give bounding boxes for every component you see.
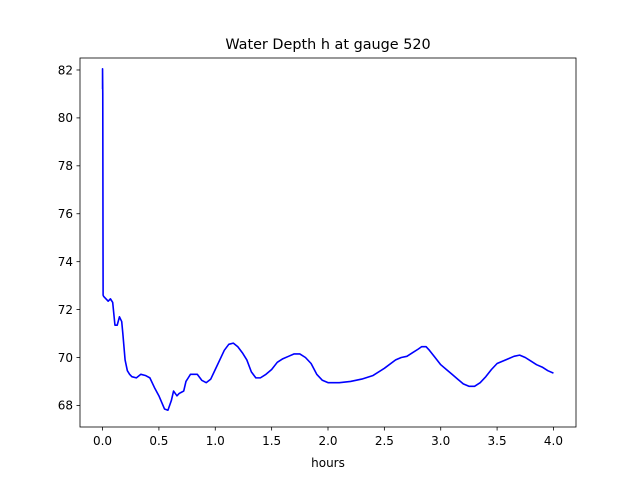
y-tick-label: 76 [58, 207, 73, 221]
series-line-0 [101, 67, 554, 412]
x-tick-label: 2.5 [375, 434, 394, 448]
plot-area [101, 67, 554, 412]
y-tick-label: 78 [58, 159, 73, 173]
y-tick-label: 82 [58, 63, 73, 77]
x-tick-label: 3.5 [488, 434, 507, 448]
x-tick-label: 3.0 [431, 434, 450, 448]
axes-frame [79, 57, 577, 428]
y-tick-label: 80 [58, 111, 73, 125]
x-tick-label: 0.0 [93, 434, 112, 448]
x-tick-label: 1.5 [262, 434, 281, 448]
y-axis-ticks: 68 70 72 74 76 78 80 82 [58, 63, 80, 413]
x-tick-label: 0.5 [149, 434, 168, 448]
y-tick-label: 72 [58, 303, 73, 317]
y-tick-label: 74 [58, 255, 73, 269]
x-axis-label: hours [311, 456, 345, 470]
y-tick-label: 68 [58, 399, 73, 413]
y-tick-label: 70 [58, 351, 73, 365]
x-tick-label: 1.0 [206, 434, 225, 448]
x-tick-label: 2.0 [318, 434, 337, 448]
chart-title: Water Depth h at gauge 520 [225, 37, 430, 53]
x-axis-ticks: 0.0 0.5 1.0 1.5 2.0 2.5 3.0 3.5 4.0 [93, 427, 563, 448]
x-tick-label: 4.0 [544, 434, 563, 448]
